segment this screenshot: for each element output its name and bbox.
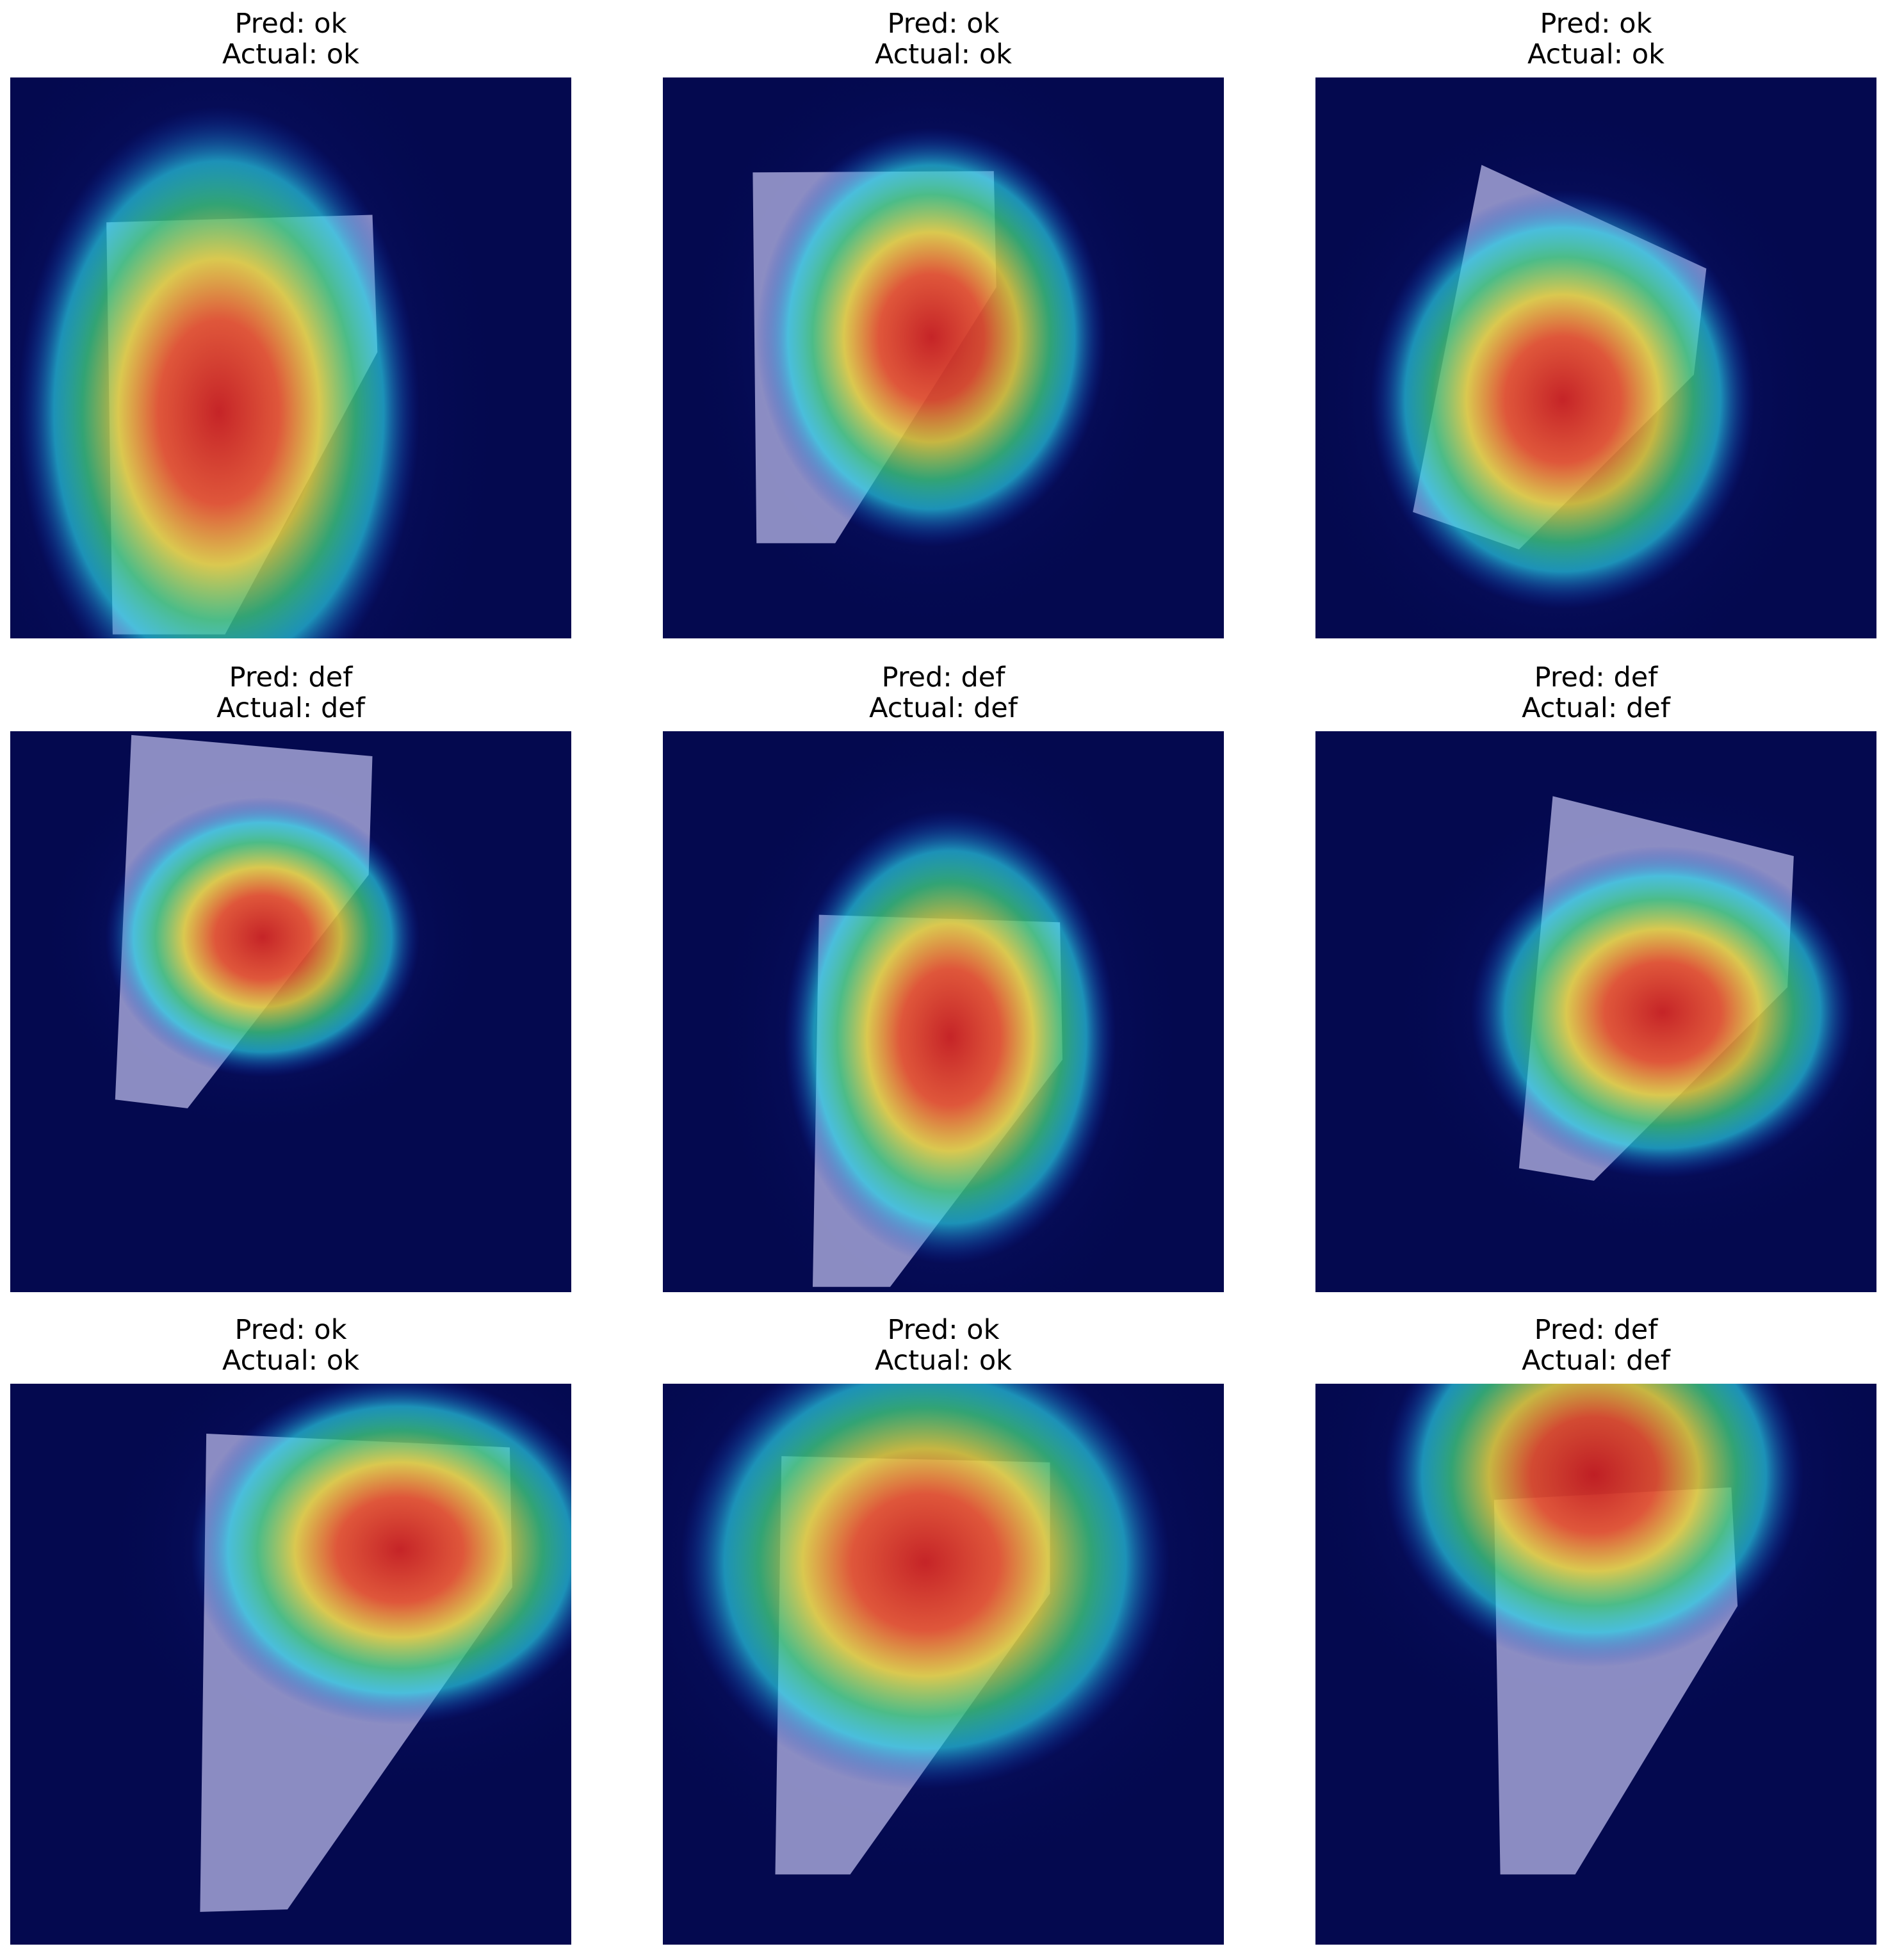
heatmap-image <box>10 731 571 1292</box>
actual-label: Actual: ok <box>875 1345 1012 1377</box>
heatmap-image <box>663 731 1224 1292</box>
actual-label: Actual: def <box>869 692 1018 724</box>
heatmap-image <box>10 77 571 638</box>
heat-blob <box>105 797 420 1078</box>
heat-blob <box>17 106 420 638</box>
heat-blob <box>784 809 1116 1265</box>
actual-label: Actual: ok <box>875 38 1012 70</box>
heatmap-image <box>663 1384 1224 1945</box>
actual-label: Actual: ok <box>222 1345 359 1377</box>
heat-blob <box>756 127 1107 547</box>
pred-label: Pred: def <box>229 661 354 693</box>
pred-label: Pred: def <box>1534 1314 1659 1346</box>
pred-label: Pred: ok <box>887 8 999 40</box>
pred-label: Pred: def <box>1534 661 1659 693</box>
heatmap-image <box>1315 731 1876 1292</box>
heat-blob <box>190 1384 571 1725</box>
pred-label: Pred: ok <box>887 1314 999 1346</box>
pred-label: Pred: def <box>882 661 1006 693</box>
actual-label: Actual: def <box>1522 1345 1671 1377</box>
heat-blob <box>680 1384 1170 1790</box>
heat-blob <box>1470 846 1855 1179</box>
actual-label: Actual: ok <box>1527 38 1664 70</box>
heat-blob <box>1384 1384 1804 1667</box>
actual-label: Actual: ok <box>222 38 359 70</box>
heatmap-image <box>663 77 1224 638</box>
actual-label: Actual: def <box>1522 692 1671 724</box>
heatmap-image <box>1315 1384 1876 1945</box>
heat-blob <box>1370 190 1755 610</box>
pred-label: Pred: ok <box>234 8 346 40</box>
pred-label: Pred: ok <box>234 1314 346 1346</box>
heatmap-image <box>10 1384 571 1945</box>
actual-label: Actual: def <box>216 692 366 724</box>
heatmap-image <box>1315 77 1876 638</box>
pred-label: Pred: ok <box>1540 8 1652 40</box>
